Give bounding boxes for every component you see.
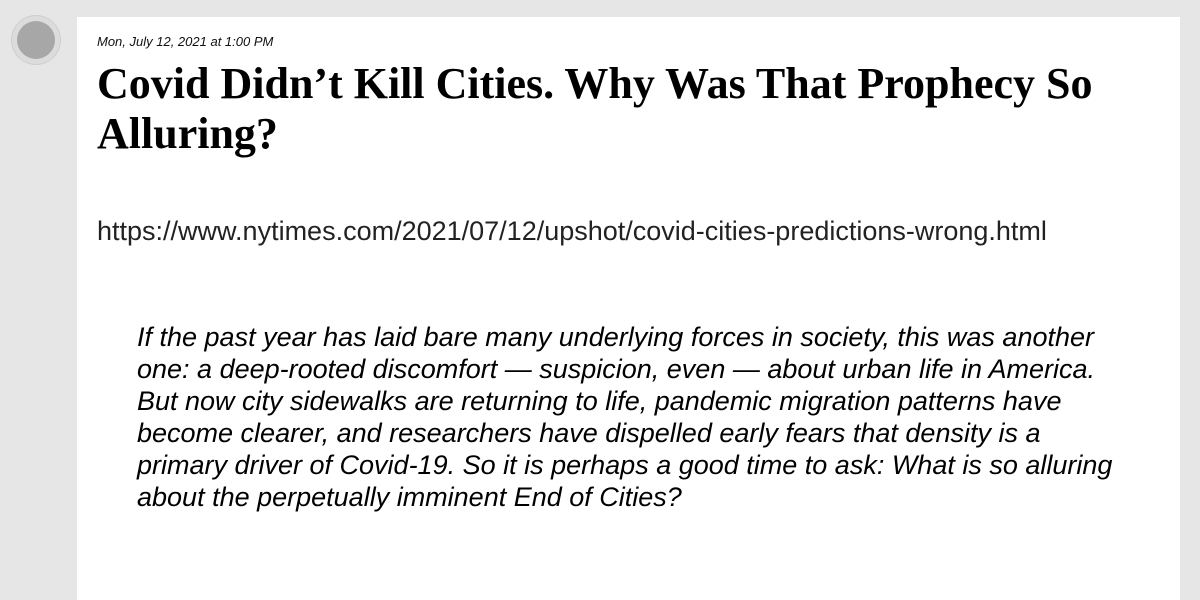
post-url-link[interactable]: https://www.nytimes.com/2021/07/12/upsho…	[97, 216, 1047, 246]
post-timestamp: Mon, July 12, 2021 at 1:00 PM	[97, 34, 274, 49]
avatar[interactable]	[11, 15, 61, 65]
post-card: Mon, July 12, 2021 at 1:00 PM Covid Didn…	[77, 17, 1180, 600]
post-headline: Covid Didn’t Kill Cities. Why Was That P…	[97, 59, 1093, 158]
post-quote: If the past year has laid bare many unde…	[137, 322, 1113, 512]
avatar-icon	[17, 21, 55, 59]
post-url-container: https://www.nytimes.com/2021/07/12/upsho…	[97, 213, 1097, 250]
